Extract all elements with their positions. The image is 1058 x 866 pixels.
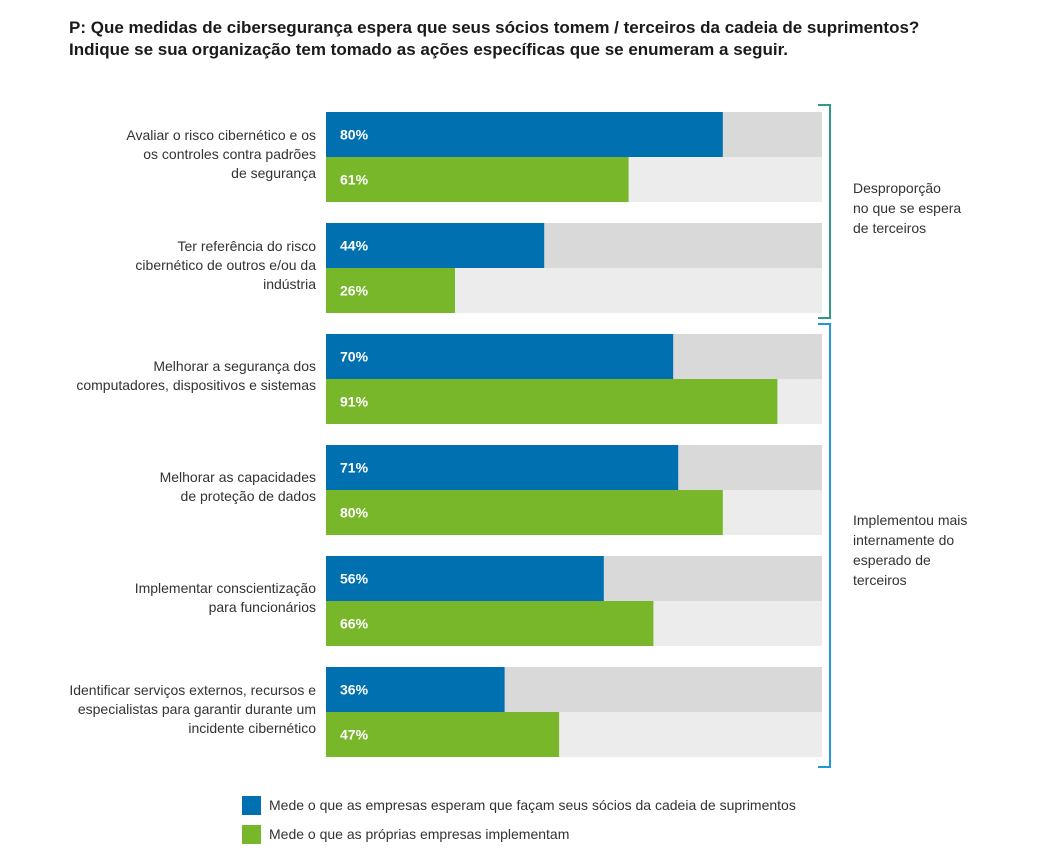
category-label-line: Melhorar a segurança dos: [153, 358, 316, 374]
category-label-line: indústria: [263, 275, 316, 292]
category-label-line: os controles contra padrões: [143, 145, 316, 162]
data-label-implemented: 61%: [340, 172, 369, 188]
bracket-label-line: esperado de: [853, 552, 931, 568]
category-label: Implementar conscientização para funcioná…: [36, 579, 316, 617]
bracket-bottom: [818, 323, 831, 768]
bracket-label-line: no que se espera: [853, 200, 962, 216]
data-label-expected: 71%: [340, 460, 369, 476]
bar-implemented: [326, 157, 629, 202]
bar-expected: [326, 445, 679, 490]
bracket-label-line: Desproporção: [853, 180, 941, 196]
category-label-line: de segurança: [231, 164, 316, 181]
chart-title-line-2: Indique se sua organização tem tomado as…: [69, 40, 789, 59]
category-label: Melhorar a segurança dos computadores, di…: [36, 357, 316, 395]
bar-implemented: [326, 490, 723, 535]
data-label-expected: 56%: [340, 571, 369, 587]
bracket-label-line: Implementou mais: [853, 512, 968, 528]
bar-expected: [326, 112, 723, 157]
category-label: Avaliar o risco cibernético e os os contr…: [36, 126, 316, 183]
category-label-line: Avaliar o risco cibernético e os: [126, 126, 316, 143]
bar-implemented: [326, 601, 654, 646]
data-label-implemented: 26%: [340, 283, 369, 299]
category-label-line: incidente cibernético: [188, 719, 316, 736]
bracket-label-line: internamente do: [853, 532, 955, 548]
category-label-line: cibernético de outros e/ou da: [135, 256, 316, 273]
category-label-line: Implementar conscientização: [134, 580, 316, 596]
bracket-label-implemented-more: Implementou mais internamente do esperado …: [853, 510, 967, 590]
data-label-expected: 80%: [340, 127, 369, 143]
legend-label-implemented: Mede o que as próprias empresas implemen…: [269, 826, 570, 842]
legend-swatch-expected: [242, 796, 261, 815]
category-label-line: Melhorar as capacidades: [159, 469, 316, 485]
category-label-line: de proteção de dados: [180, 488, 316, 504]
bar-expected: [326, 223, 545, 268]
bracket-label-line: de terceiros: [853, 220, 927, 236]
bracket-top: [818, 104, 831, 319]
category-label-line: especialistas para garantir durante um: [77, 700, 316, 717]
data-label-implemented: 91%: [340, 394, 369, 410]
data-label-implemented: 80%: [340, 505, 369, 521]
data-label-expected: 70%: [340, 349, 369, 365]
bar-implemented: [326, 268, 455, 313]
chart-title-line-1: P: Que medidas de cibersegurança espera …: [69, 18, 920, 37]
bar-implemented: [326, 379, 778, 424]
bracket-label-disproportion: Desproporção no que se espera de terceiros: [853, 178, 961, 238]
bar-expected: [326, 667, 505, 712]
bar-expected: [326, 334, 674, 379]
category-label: Ter referência do risco cibernético de ou…: [36, 237, 316, 294]
category-label-line: computadores, dispositivos e sistemas: [76, 377, 316, 393]
data-label-implemented: 66%: [340, 616, 369, 632]
category-label-line: Identificar serviços externos, recursos …: [69, 681, 316, 698]
legend-swatch-implemented: [242, 825, 261, 844]
bar-implemented: [326, 712, 560, 757]
data-label-expected: 36%: [340, 682, 369, 698]
category-label-line: para funcionários: [208, 599, 316, 615]
bar-expected: [326, 556, 604, 601]
data-label-implemented: 47%: [340, 727, 369, 743]
chart-title: P: Que medidas de cibersegurança espera …: [69, 17, 1039, 61]
data-label-expected: 44%: [340, 238, 369, 254]
bracket-label-line: terceiros: [853, 572, 907, 588]
category-label: Identificar serviços externos, recursos …: [36, 681, 316, 738]
category-label-line: Ter referência do risco: [177, 237, 316, 254]
category-label: Melhorar as capacidades de proteção de da…: [36, 468, 316, 506]
legend-label-expected: Mede o que as empresas esperam que façam…: [269, 797, 796, 813]
